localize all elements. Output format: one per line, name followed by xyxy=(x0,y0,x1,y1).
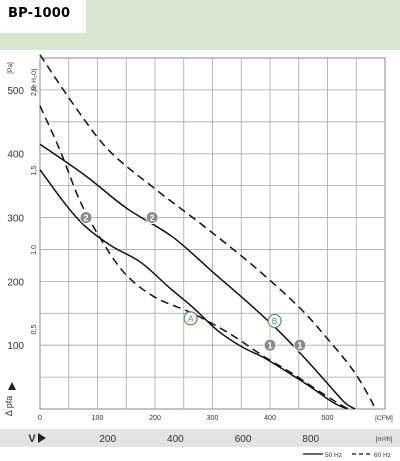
x-axis-arrow-icon xyxy=(38,433,46,443)
header-band-top xyxy=(86,0,400,33)
operating-point-marker xyxy=(263,338,277,352)
y-unit-pa: [Pa] xyxy=(7,62,14,74)
operating-point-marker xyxy=(79,211,93,225)
y-tick-label-inh2o: 2,0 xyxy=(31,86,38,96)
x-axis-m3h-band xyxy=(0,429,400,447)
x-tick-label-m3h: 200 xyxy=(99,434,116,445)
legend-label: 60 Hz xyxy=(374,452,391,459)
operating-point-label: 2 xyxy=(150,213,155,223)
x-tick-label-cfm: 300 xyxy=(207,415,219,422)
fan-curve-chart: 2 2 1 1 A B 100 200 300 400 500 0,5 1,0 1,5 2,0 [Pa] [i… xyxy=(0,50,400,461)
curve-solid-1 xyxy=(39,169,348,410)
y-tick-label-inh2o: 1,0 xyxy=(31,245,38,255)
x-tick-label-m3h: 800 xyxy=(302,434,319,445)
x-tick-label-cfm: 500 xyxy=(322,415,334,422)
y-tick-label-pa: 400 xyxy=(7,150,24,161)
x-unit-m3h: [m³/h] xyxy=(376,436,393,443)
x-tick-label-cfm: 200 xyxy=(149,415,161,422)
y-tick-label-inh2o: 0,5 xyxy=(31,325,38,335)
x-axis-label: V xyxy=(28,433,36,445)
curve-marker-label: A xyxy=(188,314,194,324)
x-tick-label-m3h: 600 xyxy=(235,434,252,445)
x-tick-label-cfm: 400 xyxy=(264,415,276,422)
y-tick-label-pa: 300 xyxy=(7,214,24,225)
curve-marker-label: B xyxy=(272,316,278,326)
y-tick-label-pa: 500 xyxy=(7,86,24,97)
curve-marker xyxy=(183,311,198,326)
operating-point-marker xyxy=(145,211,159,225)
y-axis-label: Δ pfa xyxy=(4,396,14,417)
y-axis-arrow-icon xyxy=(8,382,16,390)
x-tick-label-cfm: 0 xyxy=(38,415,42,422)
operating-point-label: 1 xyxy=(267,341,272,351)
curve-dashed-4 xyxy=(39,54,376,410)
curve-solid-2 xyxy=(39,143,356,410)
x-tick-label-cfm: 100 xyxy=(92,415,104,422)
y-unit-inh2o: [in H₂O] xyxy=(31,68,38,91)
x-tick-label-m3h: 400 xyxy=(167,434,184,445)
x-unit-cfm: [CFM] xyxy=(375,415,393,422)
operating-point-label: 2 xyxy=(83,213,88,223)
header-band xyxy=(0,33,400,50)
y-tick-label-pa: 200 xyxy=(7,277,24,288)
chart-title: BP-1000 xyxy=(8,6,71,21)
title-tab xyxy=(0,0,86,33)
curve-marker xyxy=(267,313,282,329)
operating-point-marker xyxy=(293,338,307,352)
y-tick-label-pa: 100 xyxy=(7,341,24,352)
operating-point-label: 1 xyxy=(297,341,302,351)
y-tick-label-inh2o: 1,5 xyxy=(31,166,38,176)
header: BP-1000 xyxy=(0,0,400,50)
legend-label: 50 Hz xyxy=(325,452,342,459)
